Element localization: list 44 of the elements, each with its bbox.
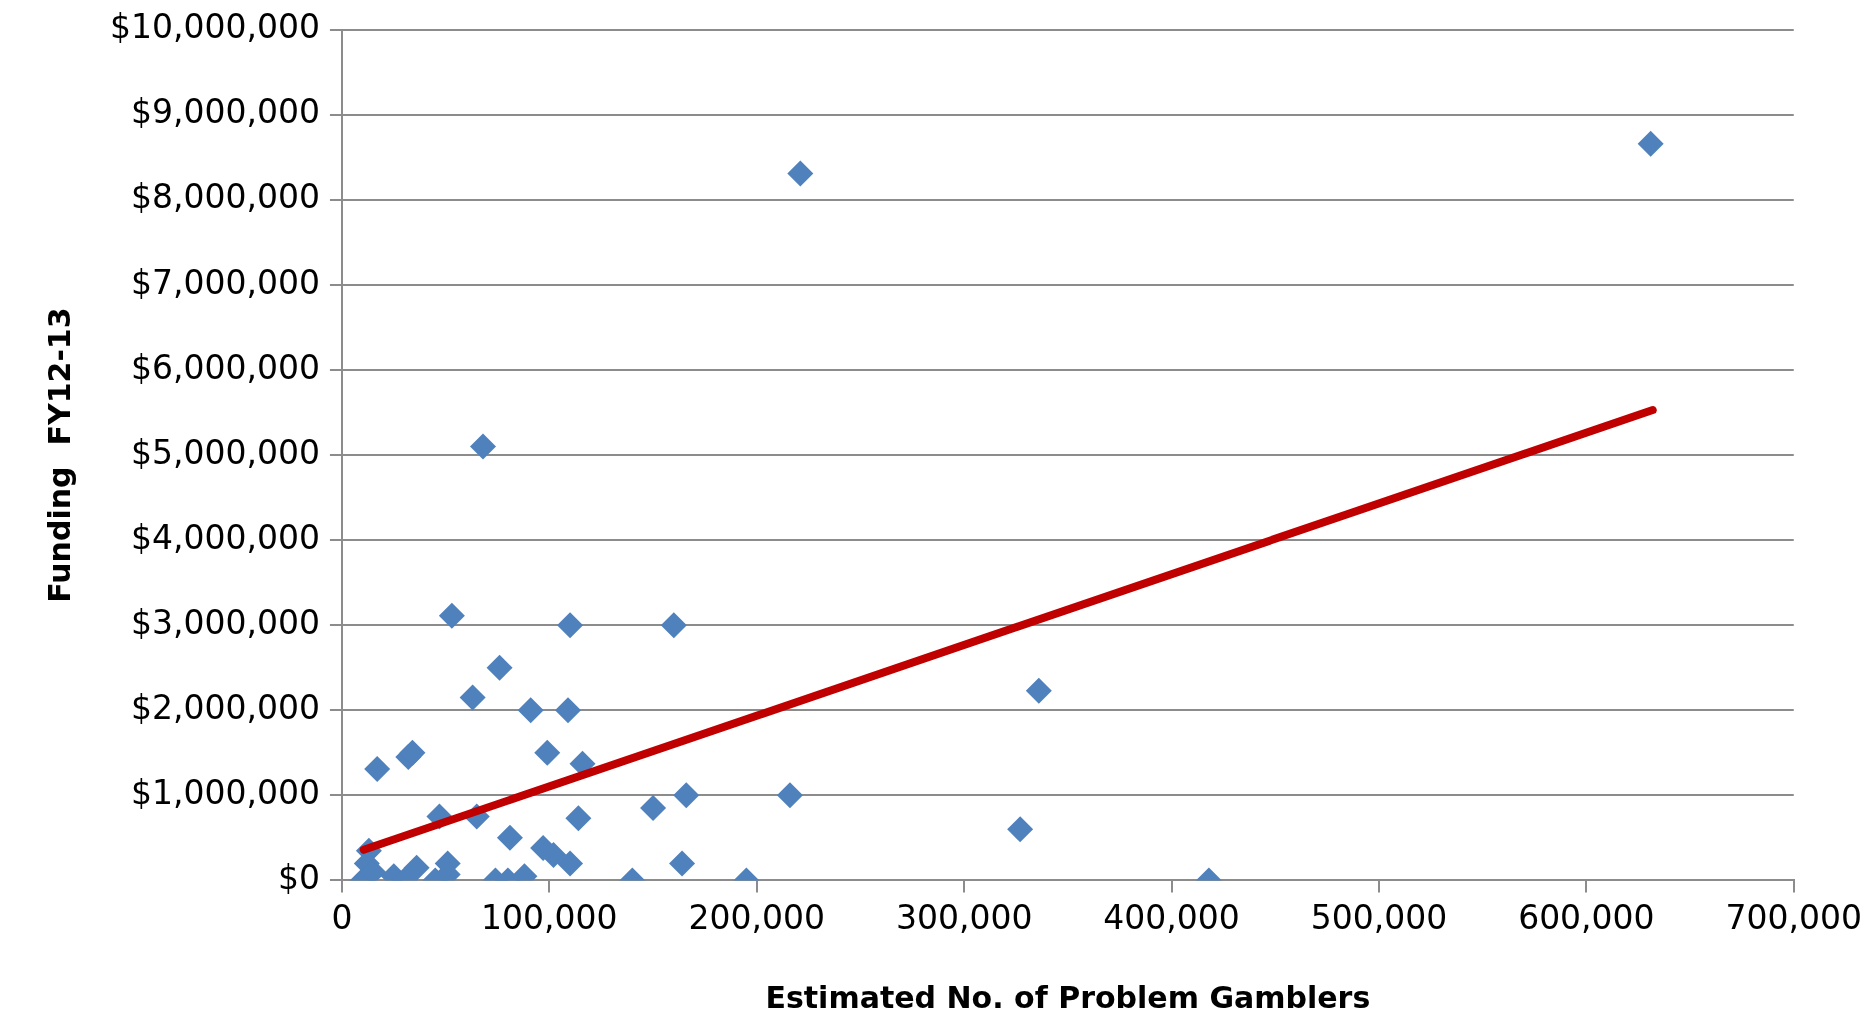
x-axis-title: Estimated No. of Problem Gamblers [765,979,1371,1015]
point [640,795,667,822]
point [787,160,814,187]
y-tick-label: $3,000,000 [130,602,320,642]
y-tick-label: $0 [277,857,320,897]
point [517,697,544,724]
x-tick-label: 400,000 [1103,897,1240,937]
x-tick-label: 700,000 [1725,897,1862,937]
y-tick-label: $4,000,000 [130,517,320,557]
point [565,805,592,832]
y-axis-title: Funding FY12-13 [41,307,77,603]
point [403,854,430,881]
point [459,684,486,711]
point [496,824,523,851]
point [1637,130,1664,157]
point [486,654,513,681]
y-tick-label: $8,000,000 [130,177,320,217]
y-tick-label: $7,000,000 [130,262,320,302]
y-tick-label: $5,000,000 [130,432,320,472]
point [469,433,496,460]
y-tick-label: $2,000,000 [130,687,320,727]
point [1025,677,1052,704]
x-tick-label: 500,000 [1310,897,1448,937]
y-tick-label: $9,000,000 [130,92,320,132]
point [673,782,700,809]
point [776,782,803,809]
y-tick-label: $10,000,000 [109,7,320,47]
point [669,850,696,877]
x-tick-label: 100,000 [481,897,618,937]
point [660,612,687,639]
x-tick-label: 300,000 [895,897,1033,937]
point [534,739,561,766]
point [438,602,465,629]
point [399,739,426,766]
x-tick-label: 200,000 [688,897,825,937]
y-tick-label: $1,000,000 [130,772,320,812]
x-tick-label: 0 [331,897,353,937]
y-tick-label: $6,000,000 [130,347,320,387]
x-tick-label: 600,000 [1518,897,1655,937]
point [557,850,584,877]
point [557,612,584,639]
point [364,755,391,782]
point [1007,816,1034,843]
point [555,697,582,724]
